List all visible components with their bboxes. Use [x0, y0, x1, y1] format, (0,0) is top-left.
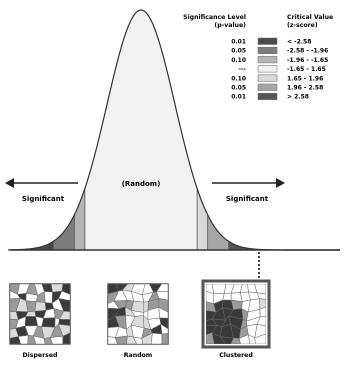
map-polygon	[254, 323, 266, 339]
map-polygon	[50, 335, 64, 344]
map-polygon	[58, 324, 70, 337]
legend-p-value: 0.10	[231, 75, 246, 82]
legend-row: 0.10 1.65 - 1.96	[231, 74, 323, 82]
legend-swatch	[257, 37, 278, 45]
random-center-label: (Random)	[122, 180, 161, 188]
legend-z-score: -1.65 - 1.65	[287, 66, 326, 73]
legend-z-score: > 2.58	[287, 94, 309, 101]
clustered-label: Clustered	[219, 352, 253, 359]
map-polygon	[44, 291, 53, 304]
left-significant-arrow	[5, 178, 78, 188]
legend-p-value: 0.05	[231, 85, 246, 92]
map-polygon	[254, 333, 266, 344]
map-polygon	[222, 292, 232, 301]
right-significant-label: Significant	[226, 195, 269, 203]
legend-swatch	[257, 46, 278, 55]
legend-swatch	[257, 65, 278, 73]
map-polygon	[41, 317, 56, 328]
dispersed-map	[9, 283, 71, 345]
left-significant-label: Significant	[22, 195, 65, 203]
random-label: Random	[124, 352, 152, 359]
map-polygon	[34, 301, 47, 312]
map-polygon	[158, 306, 168, 319]
legend-p-value: 0.05	[231, 48, 246, 55]
map-polygon	[114, 335, 128, 344]
map-polygon	[254, 284, 266, 295]
normal-distribution-curve	[7, 9, 340, 251]
legend-swatch	[257, 83, 278, 91]
legend: Significance Level (p-value) Critical Va…	[183, 14, 333, 101]
legend-row: 0.10 -1.96 - -1.65	[231, 56, 328, 64]
map-polygon	[132, 336, 144, 344]
random-map	[107, 283, 169, 345]
legend-z-score: < -2.58	[287, 39, 311, 46]
legend-swatch	[257, 74, 278, 82]
legend-z-score: 1.96 - 2.58	[287, 85, 323, 92]
map-polygon	[219, 336, 234, 344]
map-polygon	[259, 298, 266, 310]
map-polygon	[239, 334, 251, 344]
legend-row: 0.05 -2.58 - -1.96	[231, 46, 328, 55]
map-polygon	[43, 337, 53, 344]
p-value-header-line2: (p-value)	[214, 22, 246, 29]
legend-z-score: 1.65 - 1.96	[287, 75, 323, 82]
map-polygon	[230, 299, 243, 310]
map-polygon	[156, 290, 168, 301]
map-polygon	[27, 335, 37, 344]
legend-z-score: -2.58 - -1.96	[287, 48, 328, 55]
legend-p-value: ---	[239, 66, 247, 73]
map-polygon	[259, 306, 266, 318]
legend-p-value: 0.01	[231, 39, 246, 46]
map-polygon	[10, 336, 21, 344]
map-polygon	[160, 323, 168, 335]
clustered-map	[201, 279, 271, 349]
map-polygon	[161, 333, 168, 344]
map-polygon	[211, 284, 227, 295]
map-polygon	[150, 332, 163, 344]
map-polygon	[58, 298, 70, 312]
p-value-header-line1: Significance Level	[183, 14, 246, 21]
map-polygon	[159, 317, 168, 330]
map-polygon	[62, 332, 70, 344]
map-polygon	[211, 332, 226, 344]
map-polygon	[126, 335, 137, 344]
map-polygon	[155, 284, 168, 293]
z-score-header-line2: (z-score)	[287, 22, 318, 29]
map-polygon	[158, 298, 168, 313]
legend-row: --- -1.65 - 1.65	[239, 65, 326, 73]
region-far-left	[8, 10, 54, 250]
map-polygon	[141, 332, 153, 344]
z-score-header-line1: Critical Value	[287, 14, 333, 21]
region-far-right	[228, 10, 340, 250]
map-polygon	[256, 292, 266, 300]
region-right-mid	[207, 10, 229, 250]
legend-row: 0.05 1.96 - 2.58	[231, 83, 323, 92]
map-polygon	[247, 334, 256, 344]
map-polygon	[206, 332, 215, 344]
legend-row: 0.01 > 2.58	[231, 92, 309, 101]
legend-swatch	[257, 92, 278, 100]
map-polygon	[230, 337, 241, 344]
dispersed-label: Dispersed	[23, 352, 58, 359]
map-polygon	[108, 336, 118, 344]
map-polygon	[58, 319, 70, 326]
map-polygon	[25, 300, 37, 313]
region-left-mid	[53, 10, 75, 250]
map-polygon	[32, 335, 46, 344]
legend-z-score: -1.96 - -1.65	[287, 57, 328, 64]
map-polygon	[18, 335, 29, 344]
legend-p-value: 0.10	[231, 57, 246, 64]
right-significant-arrow	[212, 178, 285, 188]
map-polygon	[59, 311, 70, 320]
map-polygon	[256, 316, 266, 327]
legend-row: 0.01 < -2.58	[231, 37, 311, 46]
map-polygon	[58, 290, 70, 301]
legend-p-value: 0.01	[231, 94, 246, 101]
legend-swatch	[257, 56, 278, 64]
